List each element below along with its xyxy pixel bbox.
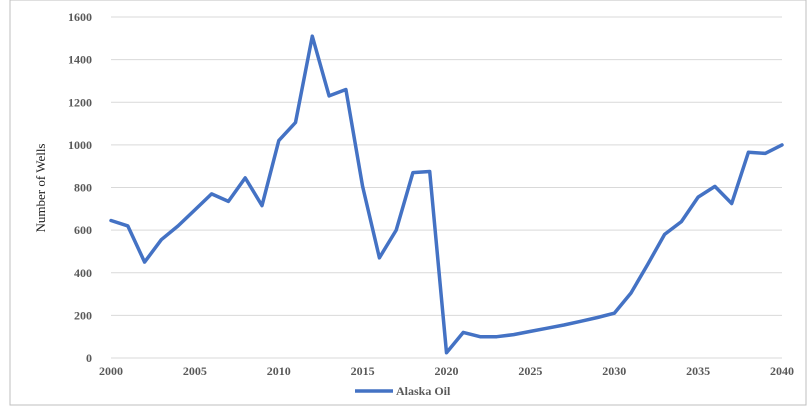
y-tick-label: 400 <box>74 266 92 280</box>
y-tick-label: 1600 <box>68 10 92 24</box>
y-axis-ticks: 0 200 400 600 800 1000 1200 1400 1600 <box>68 10 92 365</box>
x-tick-label: 2000 <box>99 364 123 378</box>
x-tick-label: 2020 <box>435 364 459 378</box>
legend-label-alaska-oil: Alaska Oil <box>396 384 451 398</box>
y-axis-title: Number of Wells <box>33 144 48 233</box>
x-tick-label: 2035 <box>686 364 710 378</box>
y-tick-label: 1400 <box>68 53 92 67</box>
y-tick-label: 0 <box>86 351 92 365</box>
y-tick-label: 600 <box>74 223 92 237</box>
x-tick-label: 2005 <box>183 364 207 378</box>
gridlines <box>111 16 782 359</box>
x-tick-label: 2030 <box>602 364 626 378</box>
legend: Alaska Oil <box>355 384 451 398</box>
x-tick-label: 2015 <box>351 364 375 378</box>
y-tick-label: 800 <box>74 181 92 195</box>
y-tick-label: 1200 <box>68 95 92 109</box>
x-tick-label: 2040 <box>770 364 794 378</box>
x-tick-label: 2025 <box>518 364 542 378</box>
chart-frame <box>9 0 807 406</box>
y-tick-label: 200 <box>74 308 92 322</box>
x-tick-label: 2010 <box>267 364 291 378</box>
series-line-alaska-oil <box>109 34 784 355</box>
y-tick-label: 1000 <box>68 138 92 152</box>
x-axis-ticks: 2000 2005 2010 2015 2020 2025 2030 2035 2040 <box>99 364 794 378</box>
